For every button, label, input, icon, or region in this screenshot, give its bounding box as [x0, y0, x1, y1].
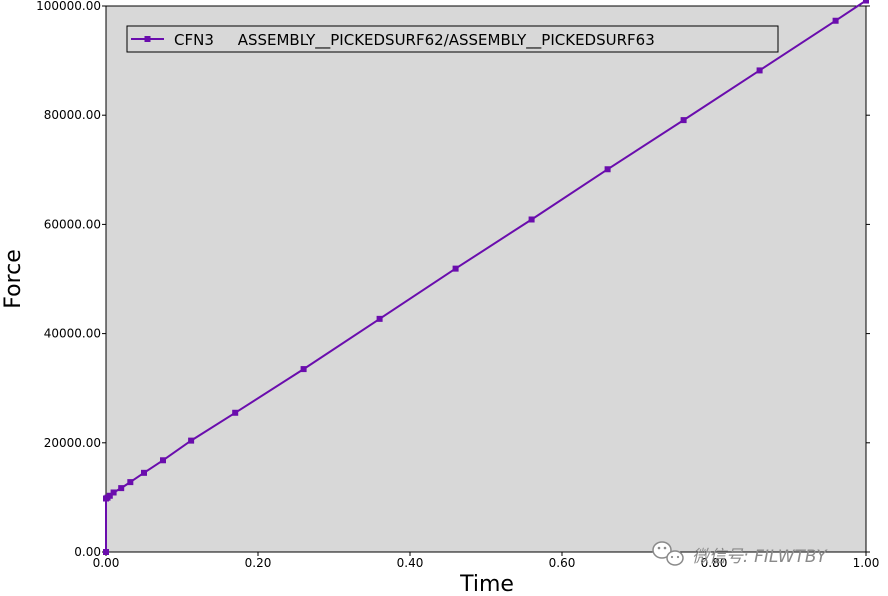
- data-point: [160, 457, 166, 464]
- series-markers: [103, 0, 869, 555]
- data-point: [756, 67, 763, 74]
- data-point: [106, 492, 113, 499]
- data-point: [680, 117, 687, 124]
- y-tick-label: 20000.00: [44, 436, 101, 450]
- y-axis-ticks: 0.00 20000.00 40000.00 60000.00 80000.00 1000…: [36, 0, 870, 559]
- x-axis-title: Time: [459, 572, 514, 596]
- data-point: [188, 437, 195, 444]
- data-point: [141, 469, 147, 476]
- x-tick-label: 0.60: [549, 556, 576, 570]
- plot-area: [105, 5, 867, 553]
- legend-marker-sample: [144, 36, 151, 42]
- x-tick-label: 0.40: [397, 556, 424, 570]
- data-point: [232, 409, 239, 416]
- wechat-icon: [652, 541, 684, 566]
- data-point: [110, 489, 117, 496]
- legend: CFN3 ASSEMBLY__PICKEDSURF62/ASSEMBLY__PI…: [126, 25, 779, 53]
- data-point: [832, 17, 839, 24]
- data-point: [300, 366, 307, 373]
- watermark-text: 微信号: FILWTBY: [692, 547, 828, 567]
- y-tick-label: 80000.00: [44, 108, 101, 122]
- y-tick-label: 60000.00: [44, 217, 101, 231]
- data-point: [118, 485, 125, 492]
- x-tick-label: 0.20: [245, 556, 272, 570]
- data-point: [127, 479, 134, 486]
- data-point: [376, 315, 383, 322]
- data-point: [604, 166, 611, 173]
- watermark: 微信号: FILWTBY: [652, 541, 828, 567]
- y-axis-title: Force: [1, 249, 26, 309]
- x-tick-label: 0.80: [701, 556, 728, 570]
- x-tick-label: 0.00: [93, 556, 120, 570]
- data-point: [103, 549, 109, 555]
- y-tick-label: 40000.00: [44, 327, 101, 341]
- x-tick-label: 1.00: [853, 556, 880, 570]
- y-tick-label: 0.00: [74, 545, 101, 559]
- data-point: [863, 0, 869, 4]
- legend-entry-label: CFN3 ASSEMBLY__PICKEDSURF62/ASSEMBLY__PI…: [174, 31, 655, 50]
- data-point: [452, 265, 459, 272]
- y-tick-label: 100000.00: [36, 0, 101, 13]
- legend-box: [126, 25, 779, 53]
- x-axis-ticks: 0.00 0.20 0.40 0.60 0.80 1.00: [93, 552, 880, 570]
- data-point: [528, 216, 535, 223]
